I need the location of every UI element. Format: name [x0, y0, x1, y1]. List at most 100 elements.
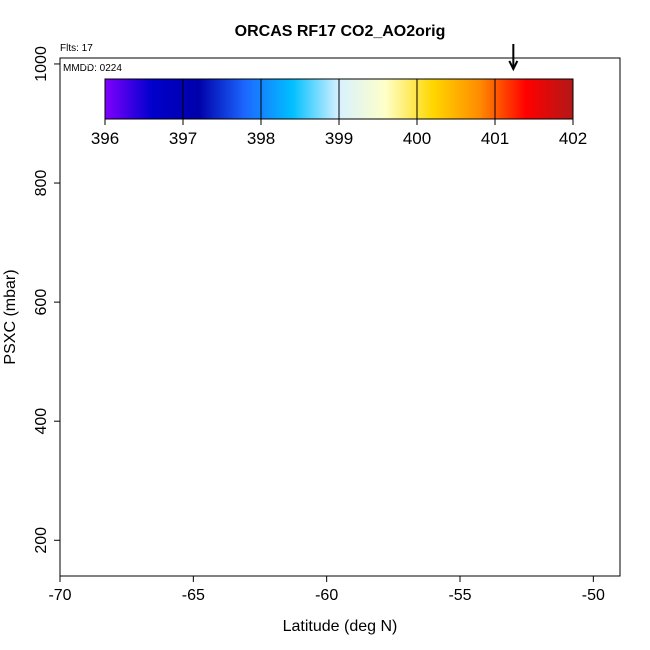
track-point	[513, 246, 519, 251]
track-point	[327, 151, 332, 156]
track-point	[497, 341, 503, 346]
x-tick-label: -65	[182, 587, 205, 604]
track-point	[239, 478, 244, 483]
colorbar-ticks: 396 397 398 399 400 401 402	[91, 79, 587, 148]
track-point	[244, 460, 249, 466]
track-point	[311, 198, 316, 204]
track-point	[591, 335, 596, 341]
annotation-mmdd: MMDD: 0224	[63, 63, 122, 74]
track-point	[167, 264, 172, 269]
y-tick-label: 800	[33, 170, 50, 197]
x-axis-label: Latitude (deg N)	[283, 618, 398, 635]
track-point	[271, 317, 276, 323]
y-tick-label: 1000	[33, 46, 50, 82]
track-point	[487, 389, 492, 394]
x-tick-label: -55	[448, 587, 471, 604]
colorbar-tick-label: 397	[169, 129, 197, 148]
track-point	[569, 526, 575, 531]
track-point	[95, 88, 100, 93]
track-point	[231, 454, 236, 460]
track-point	[199, 359, 204, 364]
track-point	[591, 288, 596, 293]
track-point	[295, 246, 300, 251]
track-point	[476, 436, 481, 442]
colorbar-tick-label: 400	[403, 129, 431, 148]
track-point	[508, 270, 513, 275]
track-point	[137, 192, 143, 198]
track-point	[540, 127, 545, 132]
marker-head	[508, 60, 519, 72]
track-point	[519, 222, 524, 227]
y-tick-label: 400	[33, 408, 50, 435]
track-point	[591, 359, 596, 364]
track-point	[223, 430, 228, 436]
track-point	[503, 293, 508, 299]
track-point	[492, 365, 497, 370]
track-point	[377, 549, 383, 555]
track-point	[585, 430, 591, 436]
y-axis: 200 400 600 800 1000	[33, 46, 60, 554]
track-point	[351, 549, 356, 555]
track-point	[183, 311, 188, 317]
track-point	[257, 365, 263, 370]
track-point	[444, 532, 449, 537]
y-axis-label: PSXC (mbar)	[2, 269, 19, 364]
track-point	[148, 216, 153, 221]
colorbar-tick-label: 402	[559, 129, 587, 148]
annotation-flights: Flts: 17	[60, 43, 93, 54]
track-point	[588, 407, 593, 412]
track-point	[247, 436, 252, 442]
track-point	[287, 270, 292, 275]
track-point	[529, 174, 535, 180]
track-point	[481, 413, 487, 418]
track-point	[455, 508, 460, 513]
track-point	[273, 544, 279, 549]
track-point	[175, 288, 180, 293]
x-tick-label: -60	[315, 587, 338, 604]
track-point	[588, 383, 593, 388]
track-point	[591, 311, 596, 317]
track-point	[297, 549, 303, 555]
track-point	[324, 549, 329, 555]
track-point	[575, 502, 580, 507]
track-point	[463, 484, 468, 489]
y-tick-label: 200	[33, 527, 50, 554]
track-point	[215, 407, 220, 412]
y-tick-label: 600	[33, 289, 50, 316]
x-tick-label: -70	[48, 587, 71, 604]
track-point	[303, 222, 308, 227]
track-point	[84, 61, 89, 67]
track-point	[191, 335, 196, 341]
x-tick-label: -50	[582, 587, 605, 604]
track-point	[252, 389, 257, 394]
colorbar-tick-label: 396	[91, 129, 119, 148]
track-point	[404, 549, 409, 555]
track-point	[535, 151, 540, 156]
track-point	[249, 413, 255, 418]
track-point	[249, 502, 255, 507]
track-point	[431, 549, 436, 555]
track-point	[580, 478, 585, 483]
track-point	[263, 341, 268, 346]
track-point	[471, 460, 476, 466]
track-point	[583, 454, 588, 460]
track-point	[335, 127, 340, 132]
track-point	[500, 317, 505, 323]
track-point	[159, 240, 164, 245]
colorbar-tick-label: 401	[481, 129, 509, 148]
colorbar-tick-label: 399	[325, 129, 353, 148]
track-point	[207, 383, 212, 388]
track-point	[524, 198, 529, 204]
track-point	[319, 174, 324, 180]
plot-frame	[59, 57, 621, 577]
track-point	[116, 142, 121, 147]
position-marker	[508, 43, 519, 72]
chart-title: ORCAS RF17 CO2_AO2orig	[235, 23, 446, 40]
colorbar: 396 397 398 399 400 401 402	[91, 78, 587, 148]
x-axis: -70 -65 -60 -55 -50	[48, 576, 605, 604]
track-point	[260, 526, 265, 531]
track-point	[127, 168, 132, 174]
colorbar-tick-label: 398	[247, 129, 275, 148]
track-point	[279, 293, 284, 299]
